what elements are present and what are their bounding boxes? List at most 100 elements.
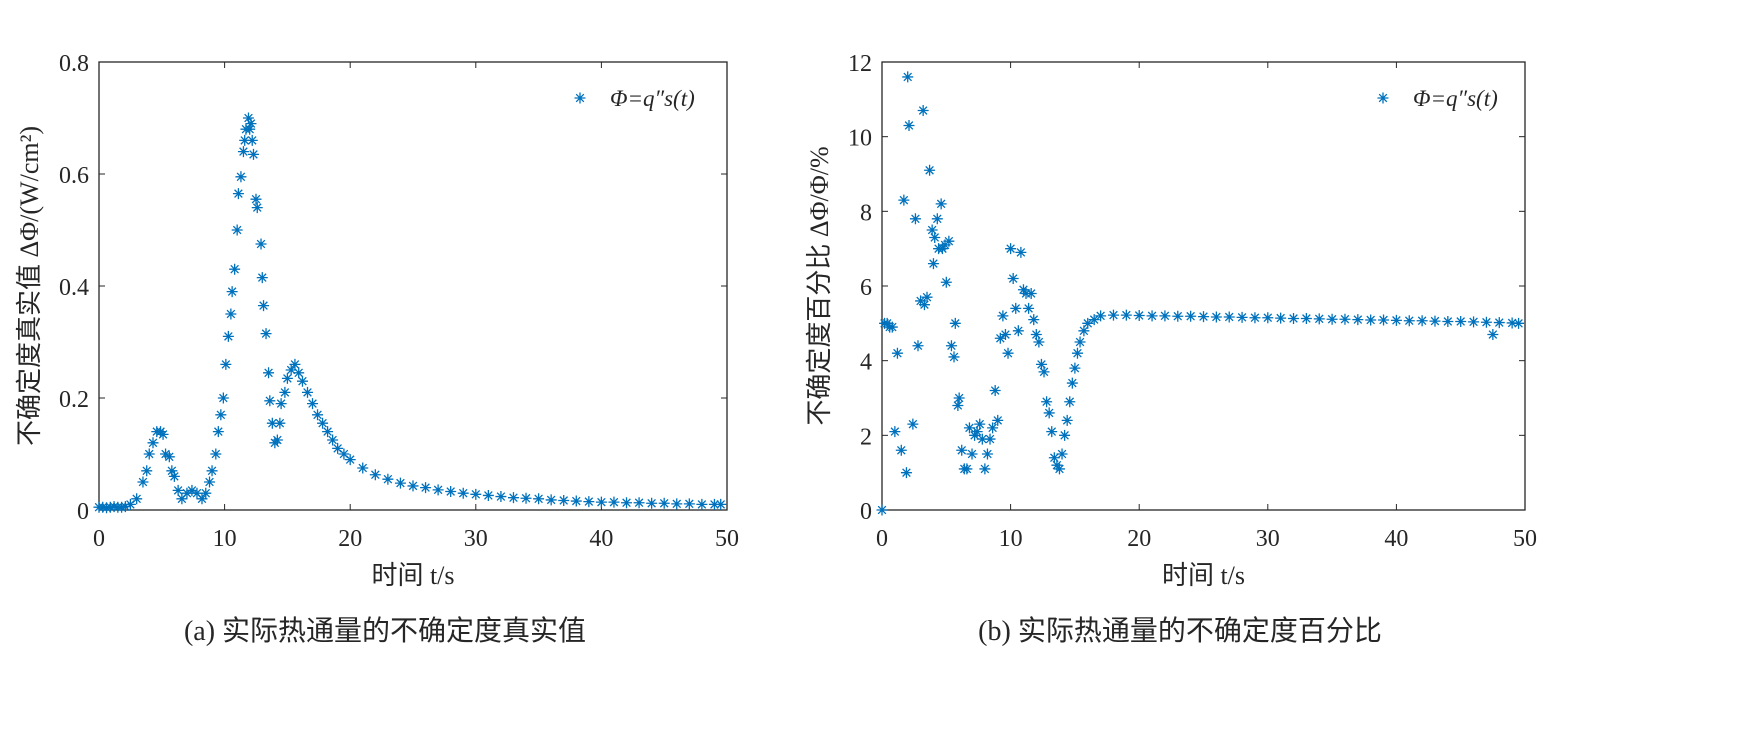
data-point <box>708 498 720 510</box>
data-point <box>1028 314 1040 326</box>
data-point <box>407 480 419 492</box>
x-tick-label: 50 <box>715 526 739 552</box>
data-point <box>1378 314 1390 326</box>
data-point <box>1061 414 1073 426</box>
data-point <box>1493 317 1505 329</box>
data-point <box>1210 311 1222 323</box>
data-point <box>357 462 369 474</box>
data-point <box>141 465 153 477</box>
data-point <box>1095 310 1107 322</box>
data-point <box>921 291 933 303</box>
data-point <box>470 488 482 500</box>
data-point <box>1403 315 1415 327</box>
data-point <box>1082 317 1094 329</box>
x-tick-label: 40 <box>589 526 613 552</box>
data-point <box>420 482 432 494</box>
data-point <box>237 146 249 158</box>
data-point <box>1455 315 1467 327</box>
data-point <box>903 119 915 131</box>
data-point <box>1017 284 1029 296</box>
data-point <box>160 448 172 460</box>
data-point <box>338 448 350 460</box>
data-point <box>317 417 329 429</box>
data-point <box>166 465 178 477</box>
data-point <box>940 276 952 288</box>
y-tick-label: 0.2 <box>59 387 89 413</box>
y-tick-label: 8 <box>860 200 872 226</box>
data-point <box>1262 312 1274 324</box>
data-point <box>966 448 978 460</box>
data-point <box>999 329 1011 341</box>
data-points <box>876 71 1525 516</box>
y-tick-label: 0 <box>860 499 872 525</box>
data-point <box>895 444 907 456</box>
data-point <box>696 498 708 510</box>
chart-caption: (a) 实际热通量的不确定度真实值 <box>184 615 586 647</box>
data-point <box>186 484 198 496</box>
data-point <box>1064 396 1076 408</box>
x-tick-label: 50 <box>1513 526 1537 552</box>
data-point <box>235 171 247 183</box>
data-point <box>953 392 965 404</box>
data-point <box>212 426 224 438</box>
plot-area <box>98 61 728 511</box>
data-point <box>327 434 339 446</box>
data-point <box>902 71 914 83</box>
x-tick-label: 10 <box>999 526 1023 552</box>
data-point <box>1487 329 1499 341</box>
data-point <box>229 263 241 275</box>
data-point <box>1053 463 1065 475</box>
data-point <box>1071 347 1083 359</box>
data-point <box>1352 314 1364 326</box>
data-point <box>307 398 319 410</box>
data-point <box>312 409 324 421</box>
y-tick-label: 6 <box>860 275 872 301</box>
data-point <box>881 317 893 329</box>
data-point <box>119 501 131 513</box>
data-point <box>200 487 212 499</box>
data-point <box>683 498 695 510</box>
data-point <box>608 496 620 508</box>
data-point <box>1066 377 1078 389</box>
data-point <box>912 340 924 352</box>
data-point <box>1480 316 1492 328</box>
x-tick-label: 40 <box>1384 526 1408 552</box>
data-point <box>949 317 961 329</box>
data-point <box>1069 362 1081 374</box>
data-point <box>1133 309 1145 321</box>
data-point <box>558 494 570 506</box>
data-point <box>215 409 227 421</box>
data-point <box>226 286 238 298</box>
data-point <box>1012 325 1024 337</box>
y-tick-label: 4 <box>860 350 872 376</box>
data-point <box>255 238 267 250</box>
data-point <box>1015 246 1027 258</box>
data-point <box>1416 315 1428 327</box>
data-point <box>258 300 270 312</box>
data-point <box>971 426 983 438</box>
data-point <box>1038 366 1050 378</box>
data-point <box>147 437 159 449</box>
data-point <box>1025 287 1037 299</box>
data-point <box>204 476 216 488</box>
data-point <box>1043 407 1055 419</box>
data-point <box>251 202 263 214</box>
data-point <box>289 358 301 370</box>
data-point <box>279 386 291 398</box>
data-point <box>1007 273 1019 285</box>
data-point <box>907 418 919 430</box>
data-point <box>1033 336 1045 348</box>
data-point <box>1159 310 1171 322</box>
data-point <box>1313 313 1325 325</box>
data-point <box>1059 429 1071 441</box>
data-point <box>266 417 278 429</box>
data-point <box>1030 329 1042 341</box>
data-point <box>1300 312 1312 324</box>
data-point <box>495 491 507 503</box>
data-point <box>157 428 169 440</box>
data-point <box>917 105 929 117</box>
legend-marker <box>1377 92 1389 104</box>
data-point <box>1429 315 1441 327</box>
data-point <box>242 112 254 124</box>
chart-b: 0 10 20 30 40 50 0 2 4 6 8 10 12 时间 t/s 不确定度百分比 ΔΦ/Φ/%… <box>805 51 1537 647</box>
